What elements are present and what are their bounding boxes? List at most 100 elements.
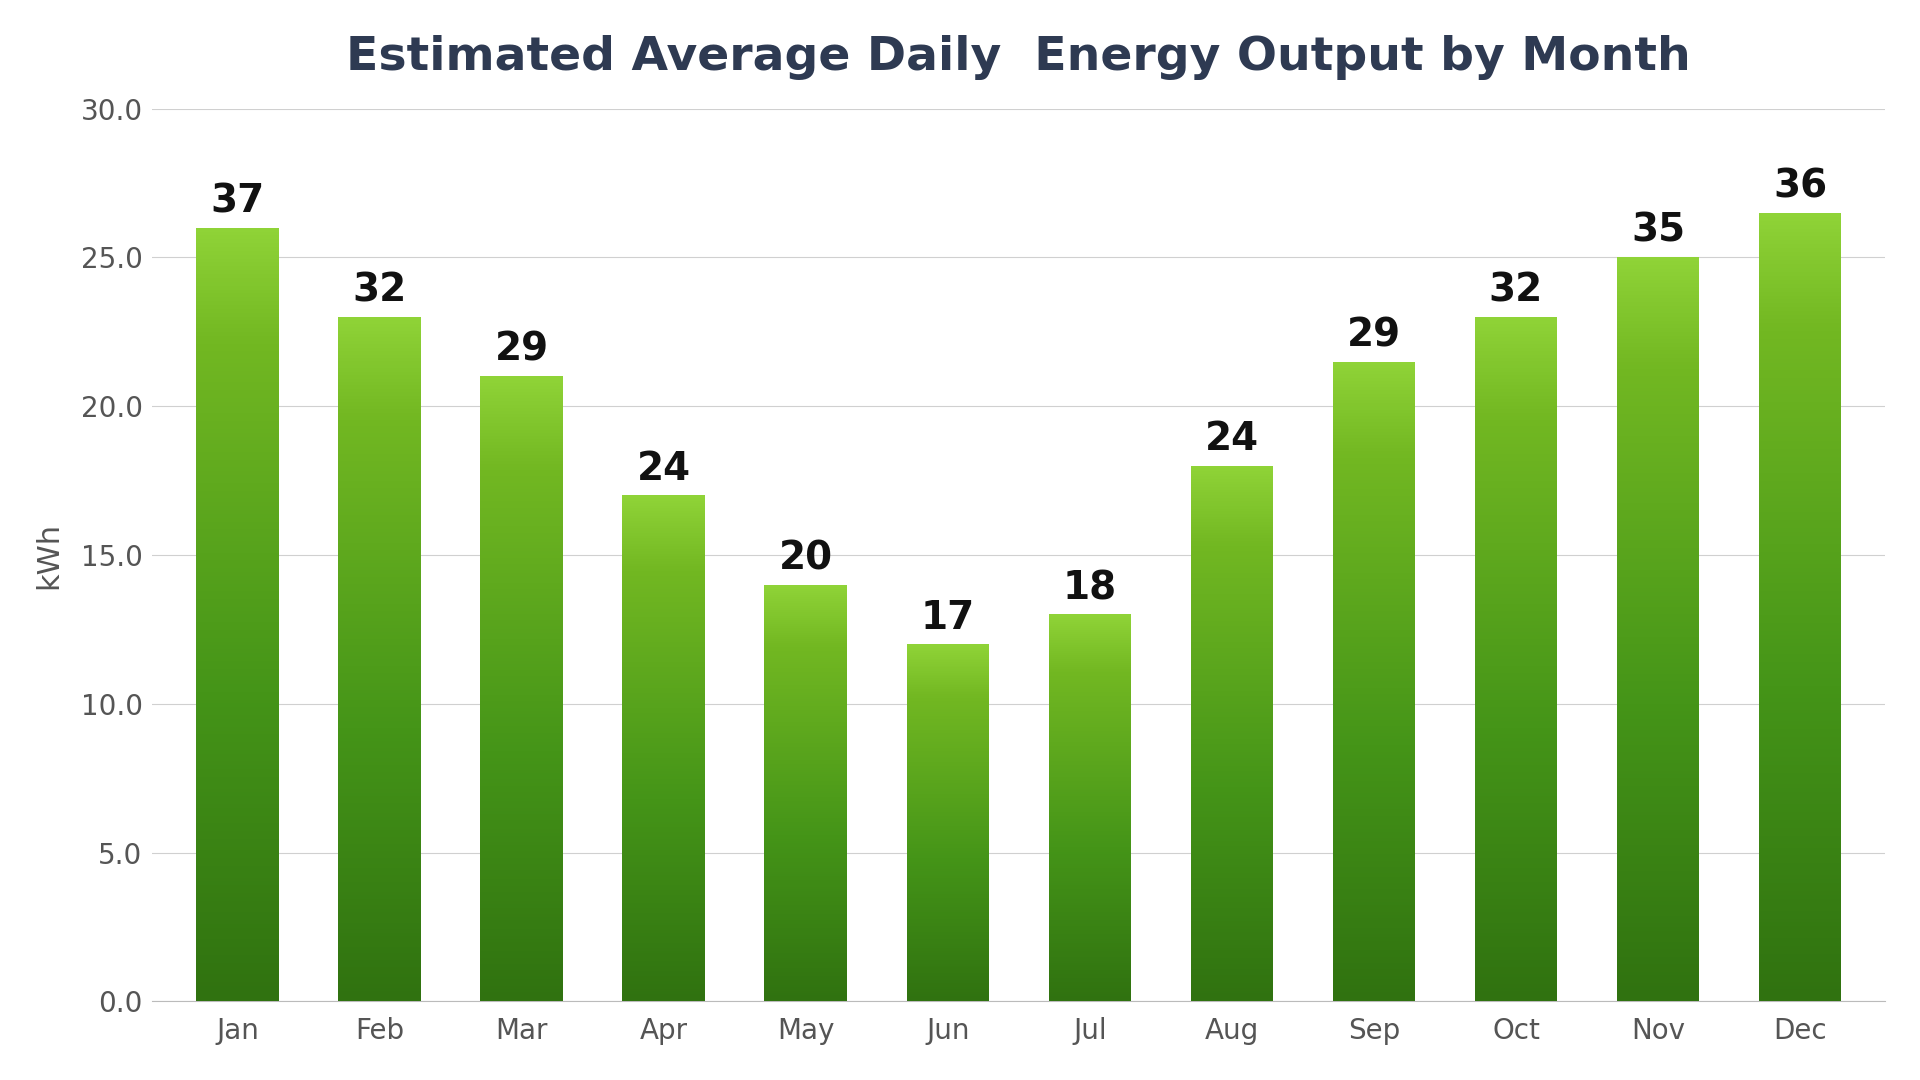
Bar [480, 951, 563, 955]
Bar [1475, 378, 1557, 382]
Bar [1759, 268, 1841, 272]
Bar [764, 845, 847, 847]
Bar [1332, 582, 1415, 585]
Bar [1759, 867, 1841, 872]
Bar [480, 605, 563, 608]
Bar [480, 798, 563, 801]
Bar [338, 330, 420, 334]
Bar [1190, 950, 1273, 954]
Bar [906, 851, 989, 853]
Bar [764, 801, 847, 804]
Bar [764, 693, 847, 696]
Bar [1475, 974, 1557, 977]
Bar [764, 876, 847, 878]
Bar [1617, 570, 1699, 573]
Bar [196, 534, 278, 537]
Bar [906, 943, 989, 944]
Bar [764, 851, 847, 853]
Bar [1475, 827, 1557, 831]
Bar [1759, 229, 1841, 232]
Bar [764, 604, 847, 606]
Bar [480, 973, 563, 976]
Bar [906, 980, 989, 982]
Bar [764, 608, 847, 610]
Bar [764, 743, 847, 745]
Bar [1617, 990, 1699, 994]
Bar [622, 726, 705, 728]
Bar [196, 324, 278, 328]
Text: 29: 29 [1346, 316, 1402, 354]
Bar [196, 351, 278, 355]
Bar [338, 491, 420, 495]
Bar [906, 916, 989, 917]
Bar [764, 878, 847, 880]
Bar [480, 573, 563, 577]
Bar [622, 677, 705, 680]
Bar [1332, 445, 1415, 448]
Bar [1190, 940, 1273, 943]
Bar [480, 814, 563, 816]
Bar [764, 793, 847, 795]
Bar [1475, 916, 1557, 919]
Bar [622, 835, 705, 837]
Bar [1617, 592, 1699, 596]
Bar [480, 923, 563, 927]
Bar [480, 667, 563, 670]
Bar [906, 958, 989, 960]
Bar [480, 930, 563, 932]
Bar [1190, 581, 1273, 583]
Bar [1190, 804, 1273, 806]
Bar [1617, 440, 1699, 444]
Bar [1475, 632, 1557, 635]
Bar [1475, 676, 1557, 679]
Bar [480, 861, 563, 864]
Bar [338, 755, 420, 758]
Bar [1475, 679, 1557, 683]
Bar [338, 885, 420, 889]
Bar [196, 316, 278, 321]
Bar [622, 900, 705, 903]
Bar [196, 970, 278, 974]
Bar [196, 502, 278, 507]
Bar [1617, 897, 1699, 901]
Bar [338, 454, 420, 457]
Bar [622, 946, 705, 948]
Bar [1190, 737, 1273, 739]
Bar [338, 649, 420, 652]
Bar [338, 998, 420, 1001]
Bar [480, 917, 563, 920]
Bar [622, 556, 705, 558]
Bar [338, 703, 420, 707]
Bar [1190, 862, 1273, 865]
Bar [196, 657, 278, 661]
Bar [906, 711, 989, 712]
Bar [764, 584, 847, 586]
Bar [1475, 905, 1557, 909]
Bar [1759, 647, 1841, 650]
Bar [196, 495, 278, 499]
Bar [338, 858, 420, 861]
Bar [1759, 784, 1841, 788]
Bar [1332, 758, 1415, 761]
Bar [1475, 810, 1557, 813]
Bar [196, 355, 278, 360]
Bar [1617, 298, 1699, 302]
Bar [906, 696, 989, 698]
Bar [338, 570, 420, 573]
Bar [480, 848, 563, 851]
Bar [1048, 673, 1131, 674]
Bar [1048, 856, 1131, 859]
Bar [1332, 406, 1415, 409]
Bar [338, 977, 420, 981]
Bar [1759, 966, 1841, 970]
Bar [196, 483, 278, 487]
Bar [764, 815, 847, 818]
Bar [1475, 550, 1557, 553]
Bar [622, 996, 705, 999]
Bar [1759, 615, 1841, 619]
Bar [196, 561, 278, 564]
Bar [764, 766, 847, 768]
Bar [338, 372, 420, 375]
Bar [1759, 477, 1841, 481]
Bar [1759, 824, 1841, 828]
